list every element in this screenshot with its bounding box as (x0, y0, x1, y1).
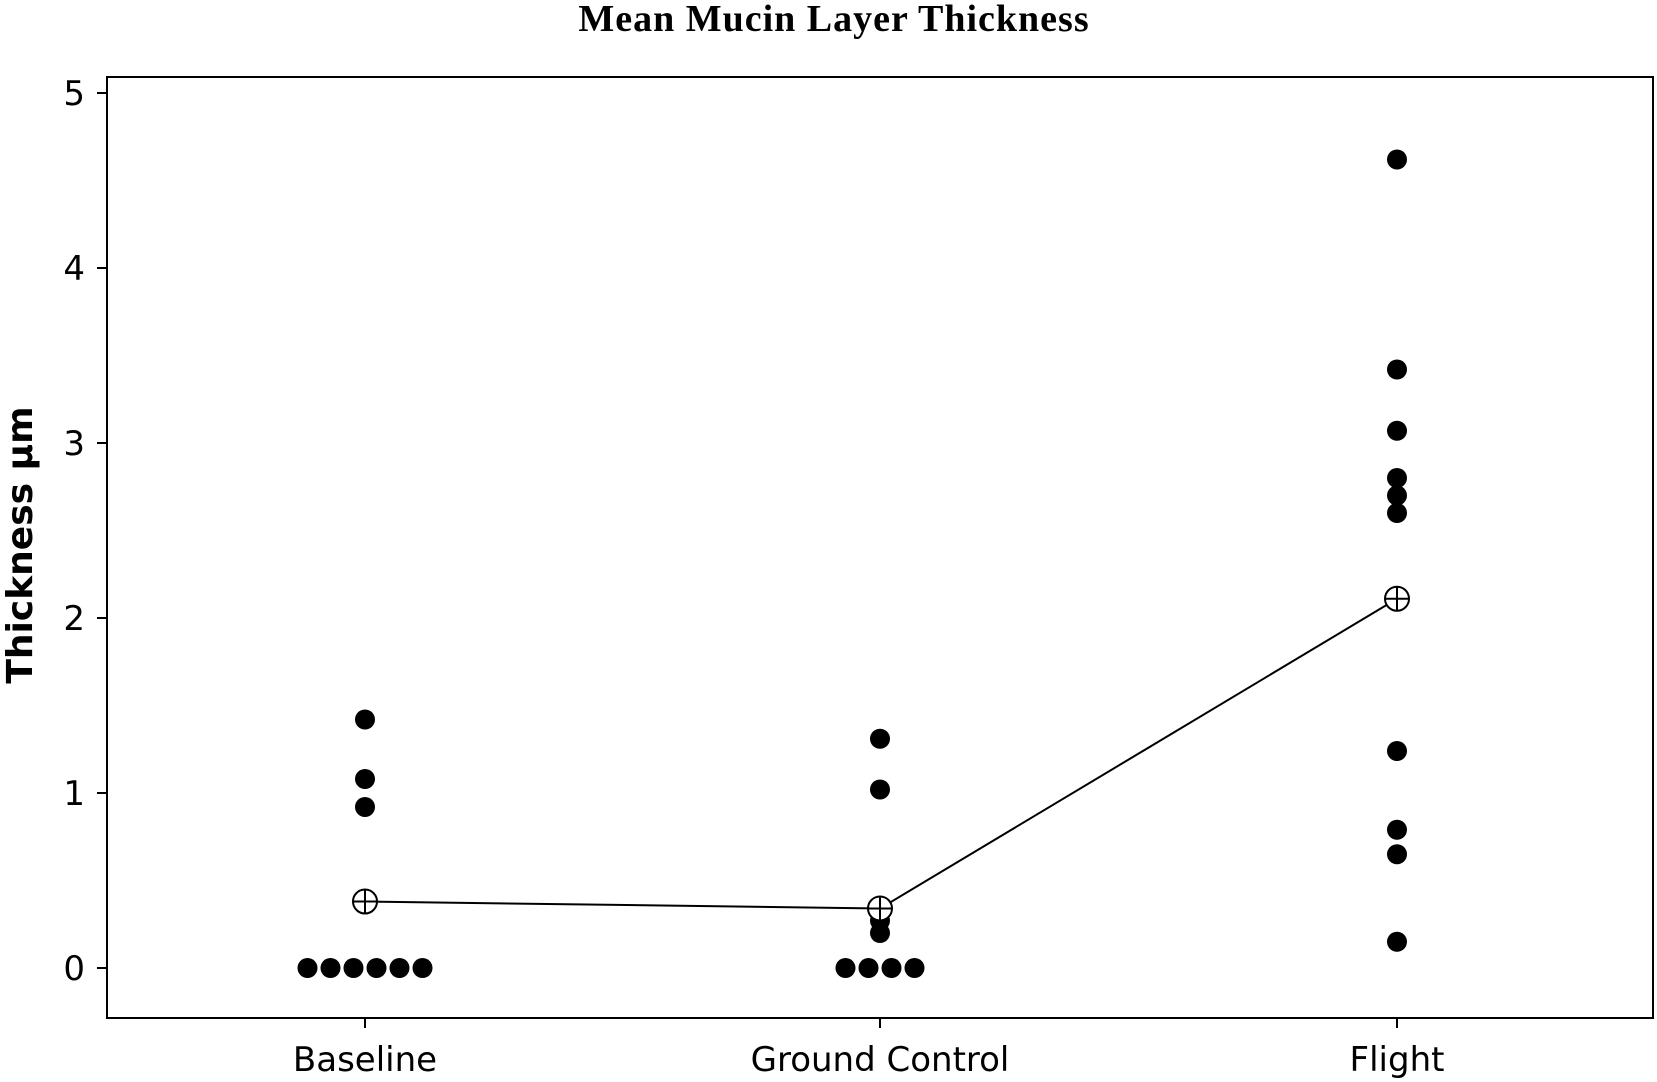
data-point (355, 769, 375, 789)
data-point (1387, 741, 1407, 761)
data-point (1387, 485, 1407, 506)
data-point (366, 958, 387, 978)
data-point (1387, 503, 1407, 523)
y-tick-label: 0 (63, 949, 85, 989)
mean-markers (352, 585, 1410, 922)
mean-marker (1384, 585, 1410, 612)
y-tick-label: 5 (63, 74, 85, 114)
data-point (297, 958, 318, 978)
data-point (870, 728, 890, 749)
mean-connect-line (364, 597, 1398, 910)
mean-line (364, 597, 1398, 910)
data-point (858, 958, 879, 978)
y-tick-label: 1 (63, 774, 85, 814)
data-point (1387, 149, 1407, 170)
data-point (1387, 420, 1407, 441)
mean-marker (867, 895, 893, 922)
y-axis-ticks: 0 1 2 3 4 5 (63, 74, 107, 989)
x-tick-label: Ground Control (751, 1040, 1010, 1080)
data-point (881, 958, 902, 978)
data-point (870, 779, 890, 800)
x-tick-label: Flight (1350, 1040, 1445, 1080)
data-point (1387, 819, 1407, 840)
y-tick-label: 3 (63, 424, 85, 464)
data-point (904, 958, 925, 978)
data-point (1387, 844, 1407, 865)
y-axis-label: Thickness µm (0, 406, 41, 683)
mean-marker (352, 888, 378, 915)
plot-frame (106, 76, 1654, 1019)
data-point (1387, 359, 1407, 380)
data-point (343, 958, 364, 978)
data-points (297, 149, 1407, 978)
data-point (355, 709, 375, 730)
data-point (320, 958, 341, 978)
data-point (1387, 931, 1407, 952)
data-point (835, 958, 856, 978)
data-point (1387, 468, 1407, 488)
chart-title: Mean Mucin Layer Thickness (578, 0, 1089, 40)
y-tick-label: 4 (63, 249, 85, 289)
data-point (355, 797, 375, 817)
x-tick-label: Baseline (293, 1040, 437, 1080)
y-tick-label: 2 (63, 599, 85, 639)
data-point (412, 958, 433, 978)
x-axis-ticks: Baseline Ground Control Flight (293, 1018, 1445, 1080)
data-point (389, 958, 410, 978)
